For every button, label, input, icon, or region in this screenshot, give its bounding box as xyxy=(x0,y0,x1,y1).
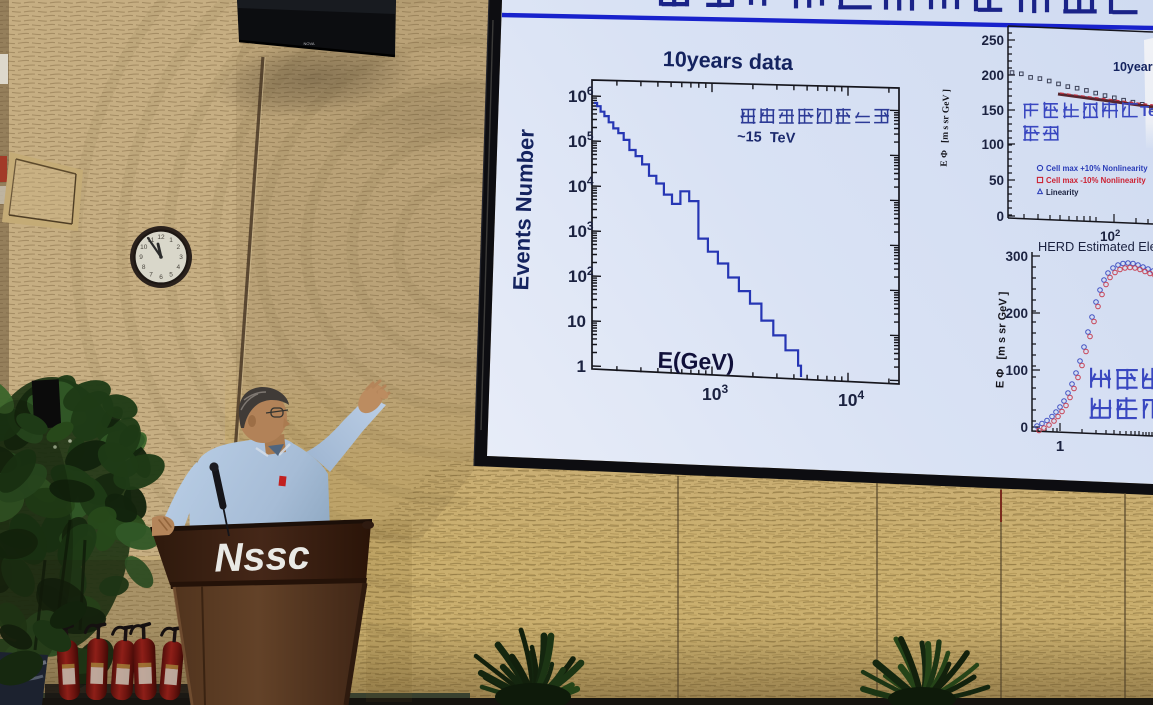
svg-text:Te: Te xyxy=(1140,103,1153,120)
svg-text:9: 9 xyxy=(139,254,143,261)
svg-text:50: 50 xyxy=(989,173,1004,188)
svg-text:Linearity: Linearity xyxy=(1046,188,1079,197)
svg-text:HERD Estimated Ele: HERD Estimated Ele xyxy=(1038,239,1153,254)
svg-text:Cell max +10% Nonlinearity: Cell max +10% Nonlinearity xyxy=(1046,164,1148,173)
svg-text:Nssc: Nssc xyxy=(213,533,310,580)
svg-text:5: 5 xyxy=(169,272,173,279)
svg-text:NOVA: NOVA xyxy=(303,41,314,46)
svg-text:~15 TeV: ~15 TeV xyxy=(737,129,796,147)
svg-text:E(GeV): E(GeV) xyxy=(657,347,734,375)
svg-text:10years: 10years xyxy=(1113,60,1153,74)
svg-text:150: 150 xyxy=(981,103,1004,118)
svg-text:200: 200 xyxy=(981,68,1004,83)
svg-text:2: 2 xyxy=(176,244,180,251)
svg-text:0: 0 xyxy=(996,209,1004,224)
svg-text:1: 1 xyxy=(169,237,173,244)
svg-text:1: 1 xyxy=(1056,438,1064,455)
svg-text:1: 1 xyxy=(577,357,586,376)
svg-text:10: 10 xyxy=(140,244,148,251)
svg-text:10: 10 xyxy=(567,312,586,331)
svg-text:100: 100 xyxy=(1005,363,1028,378)
svg-text:12: 12 xyxy=(157,234,165,241)
svg-text:7: 7 xyxy=(149,272,153,279)
svg-text:300: 300 xyxy=(1005,249,1028,264)
svg-text:8: 8 xyxy=(142,264,146,271)
svg-text:100: 100 xyxy=(981,137,1004,152)
svg-text:0: 0 xyxy=(1020,420,1028,435)
svg-text:200: 200 xyxy=(1005,306,1028,321)
svg-text:Events Number: Events Number xyxy=(508,128,539,291)
svg-text:10years data: 10years data xyxy=(662,47,794,75)
svg-text:6: 6 xyxy=(159,274,163,281)
svg-text:11: 11 xyxy=(148,237,155,244)
svg-text:4: 4 xyxy=(176,264,180,271)
svg-text:E Φ [m s sr GeV ]: E Φ [m s sr GeV ] xyxy=(940,89,953,167)
svg-text:3: 3 xyxy=(179,254,183,261)
svg-text:E Φ [m s sr GeV ]: E Φ [m s sr GeV ] xyxy=(994,291,1009,388)
svg-text:250: 250 xyxy=(981,33,1004,48)
svg-text:Cell max -10% Nonlinearity: Cell max -10% Nonlinearity xyxy=(1046,176,1146,185)
